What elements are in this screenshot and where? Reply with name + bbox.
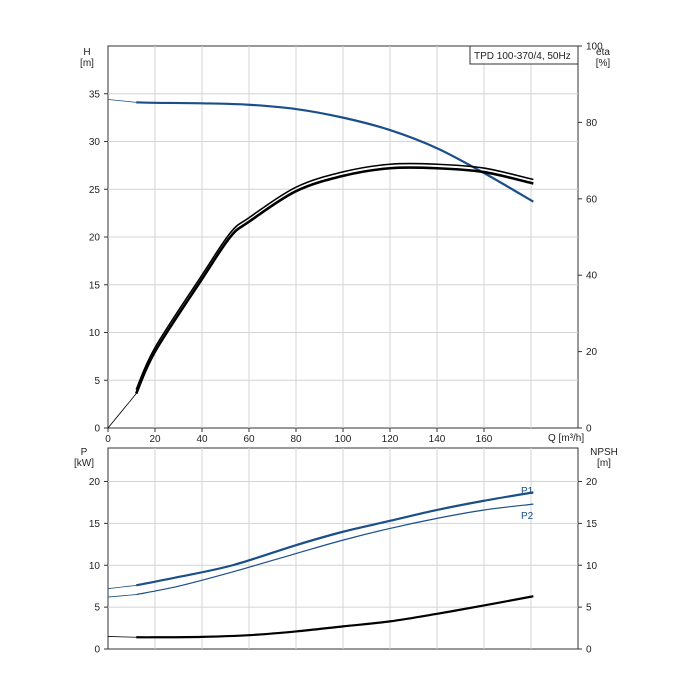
bottom-y-right-tick-label: 10 bbox=[586, 561, 598, 572]
top-tick-labels: 0 20 40 60 80 100 120 140 160 0 5 10 15 20 25 30 35 0 20 40… bbox=[89, 42, 603, 446]
y-left-tick-label: 15 bbox=[89, 280, 101, 291]
bottom-y-left-tick-label: 15 bbox=[89, 519, 101, 530]
axis-label-line: [m] bbox=[80, 58, 94, 69]
top-series-extension bbox=[107, 393, 137, 429]
top-grid bbox=[108, 46, 578, 428]
bottom-y-left-tick-label: 20 bbox=[89, 477, 101, 488]
axis-label-line: [%] bbox=[596, 58, 611, 69]
top-series-extension bbox=[107, 99, 137, 103]
head-efficiency-panel: 0 20 40 60 80 100 120 140 160 0 5 10 15 20 25 30 35 0 20 40… bbox=[80, 42, 610, 446]
bottom-y-left-tick-label: 5 bbox=[94, 603, 100, 614]
x-tick-label: 140 bbox=[429, 434, 446, 445]
bottom-y-right-tick-label: 0 bbox=[586, 645, 592, 656]
npsh-axis-label: NPSH [m] bbox=[590, 447, 618, 469]
bottom-series-extension bbox=[107, 636, 137, 638]
y-left-tick-label: 0 bbox=[94, 424, 100, 435]
bottom-series-extension bbox=[107, 594, 137, 598]
axis-label-line: NPSH bbox=[590, 447, 618, 458]
bottom-grid bbox=[108, 448, 578, 649]
npsh-curve bbox=[136, 595, 534, 639]
bottom-y-right-tick-label: 20 bbox=[586, 477, 598, 488]
chart-title-box bbox=[469, 45, 579, 65]
y-right-tick-label: 20 bbox=[586, 347, 598, 358]
bottom-y-left-tick-label: 10 bbox=[89, 561, 101, 572]
bottom-y-left-tick-label: 0 bbox=[94, 645, 100, 656]
bottom-series-group bbox=[107, 491, 534, 639]
x-tick-label: 80 bbox=[290, 434, 302, 445]
y-right-tick-label: 40 bbox=[586, 271, 598, 282]
axis-label-line: [kW] bbox=[74, 458, 94, 469]
y-right-tick-label: 100 bbox=[586, 42, 603, 53]
bottom-y-right-tick-label: 5 bbox=[586, 603, 592, 614]
y-left-tick-label: 10 bbox=[89, 328, 101, 339]
y-left-tick-label: 20 bbox=[89, 233, 101, 244]
efficiency-axis-label: eta [%] bbox=[596, 47, 611, 69]
y-left-tick-label: 25 bbox=[89, 185, 101, 196]
x-tick-label: 160 bbox=[476, 434, 493, 445]
x-tick-label: 0 bbox=[105, 434, 111, 445]
power-npsh-panel: 0 5 10 15 20 0 5 10 15 20 P [kW] NPSH [m] P1 P2 bbox=[74, 447, 618, 656]
head-curve bbox=[136, 101, 534, 203]
y-left-tick-label: 35 bbox=[89, 89, 101, 100]
axis-label-line: [m] bbox=[597, 458, 611, 469]
axis-label-line: eta bbox=[596, 47, 610, 58]
p1-power-curve bbox=[135, 491, 534, 587]
head-axis-label: H [m] bbox=[80, 47, 94, 69]
y-left-tick-label: 30 bbox=[89, 137, 101, 148]
y-right-tick-label: 80 bbox=[586, 118, 598, 129]
p1-series-label: P1 bbox=[521, 486, 534, 497]
top-series-group bbox=[107, 99, 534, 429]
axis-label-line: H bbox=[83, 47, 90, 58]
x-tick-label: 40 bbox=[196, 434, 208, 445]
bottom-tick-labels: 0 5 10 15 20 0 5 10 15 20 bbox=[89, 477, 598, 656]
flow-axis-label: Q [m³/h] bbox=[548, 433, 584, 444]
x-tick-label: 100 bbox=[335, 434, 352, 445]
y-right-tick-label: 0 bbox=[586, 424, 592, 435]
chart-title: TPD 100-370/4, 50Hz bbox=[474, 51, 571, 62]
p2-series-label: P2 bbox=[521, 511, 534, 522]
efficiency-curve-upper bbox=[135, 162, 534, 390]
bottom-y-right-tick-label: 15 bbox=[586, 519, 598, 530]
x-tick-label: 120 bbox=[382, 434, 399, 445]
y-right-tick-label: 60 bbox=[586, 194, 598, 205]
p2-power-curve bbox=[136, 503, 534, 596]
x-tick-label: 20 bbox=[149, 434, 161, 445]
y-left-tick-label: 5 bbox=[94, 376, 100, 387]
efficiency-curve bbox=[135, 166, 534, 395]
axis-label-line: P bbox=[81, 447, 88, 458]
bottom-series-extension bbox=[107, 584, 137, 590]
power-axis-label: P [kW] bbox=[74, 447, 94, 469]
x-tick-label: 60 bbox=[243, 434, 255, 445]
